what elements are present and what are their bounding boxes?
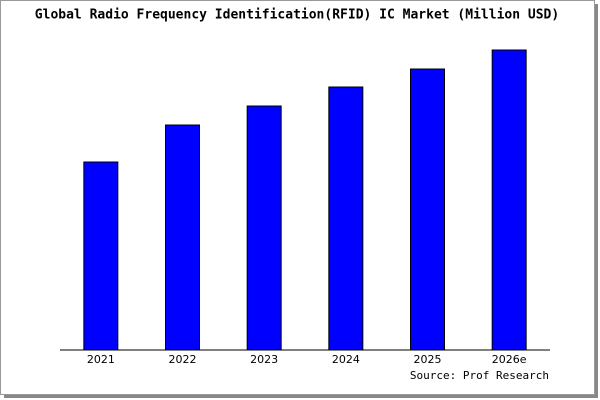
bar <box>328 86 364 351</box>
bar <box>491 49 527 351</box>
chart-title: Global Radio Frequency Identification(RF… <box>35 8 559 23</box>
bar <box>165 124 200 351</box>
bar <box>410 68 445 351</box>
plot-area <box>60 48 550 350</box>
x-tick-label: 2023 <box>250 353 278 366</box>
bar <box>246 105 282 351</box>
x-tick-label: 2021 <box>87 353 115 366</box>
x-tick-label: 2026e <box>492 353 527 366</box>
x-tick-label: 2025 <box>414 353 442 366</box>
bar <box>83 161 119 351</box>
source-note: Source: Prof Research <box>410 369 549 382</box>
x-tick-label: 2022 <box>169 353 197 366</box>
x-tick-label: 2024 <box>332 353 360 366</box>
